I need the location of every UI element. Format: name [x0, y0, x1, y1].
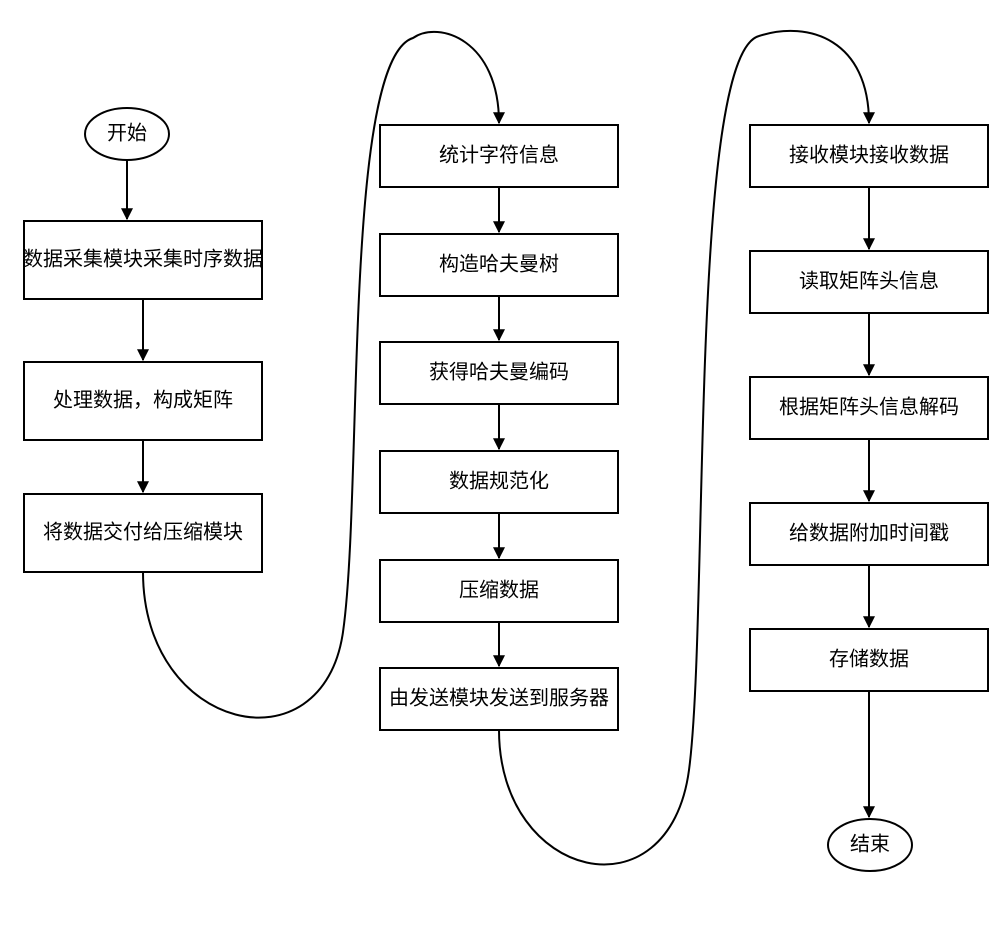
box-c3b3-label: 根据矩阵头信息解码: [779, 396, 959, 419]
box-c2b6-label: 由发送模块发送到服务器: [389, 687, 609, 710]
box-c2b2-label: 构造哈夫曼树: [439, 253, 559, 276]
box-c2b1-label: 统计字符信息: [439, 144, 559, 167]
box-c1b1-label: 数据采集模块采集时序数据: [23, 248, 263, 271]
box-c1b3-label: 将数据交付给压缩模块: [43, 521, 243, 544]
terminal-end-label: 结束: [850, 833, 890, 856]
box-c1b2-label: 处理数据，构成矩阵: [53, 389, 233, 412]
box-c2b4-label: 数据规范化: [449, 470, 549, 493]
box-c2b5-label: 压缩数据: [459, 579, 539, 602]
box-c3b1-label: 接收模块接收数据: [789, 144, 949, 167]
box-c3b5-label: 存储数据: [829, 648, 909, 671]
box-c3b4-label: 给数据附加时间戳: [789, 522, 949, 545]
box-c3b2-label: 读取矩阵头信息: [799, 270, 939, 293]
box-c2b3-label: 获得哈夫曼编码: [429, 361, 569, 384]
terminal-start-label: 开始: [107, 122, 147, 145]
